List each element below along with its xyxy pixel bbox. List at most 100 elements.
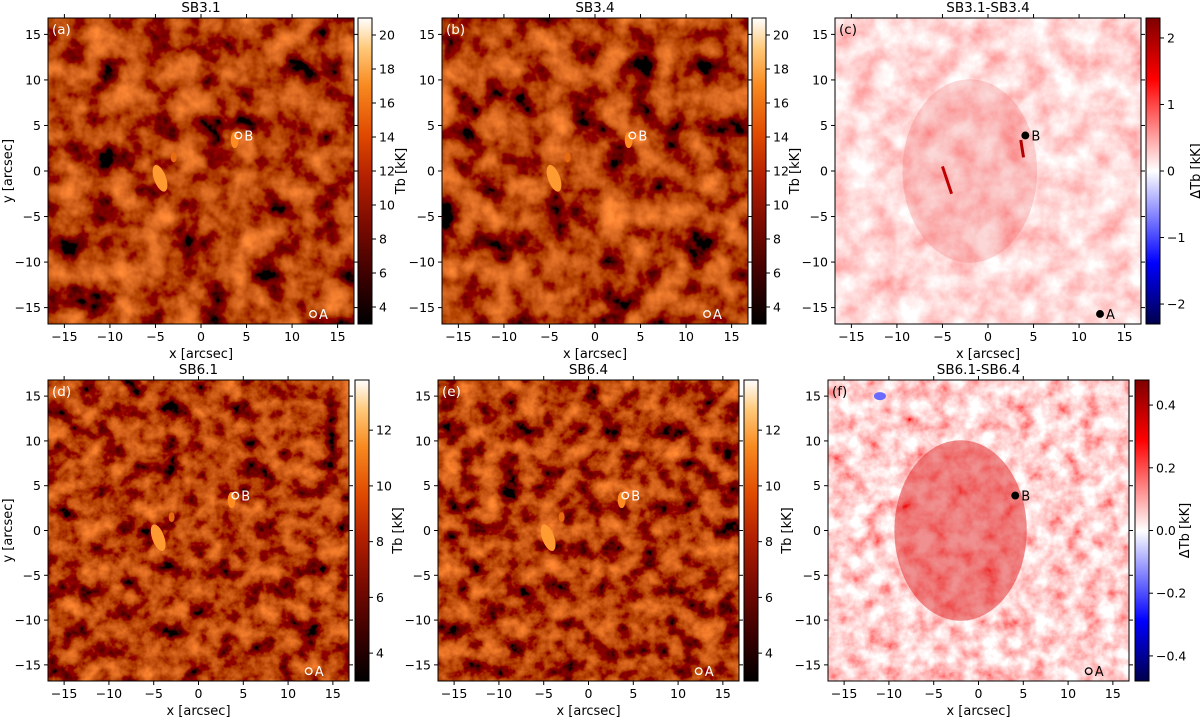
colorbar-tick-label: 2: [1167, 30, 1175, 45]
x-tick-label: 10: [284, 329, 300, 344]
marker-A: [703, 310, 711, 318]
colorbar-tick-label: 4: [379, 300, 387, 315]
y-tick-label: 10: [415, 433, 431, 448]
y-tick-label: 0: [33, 164, 41, 179]
heatmap-feature: [1019, 139, 1026, 158]
colorbar: [1134, 379, 1150, 682]
chart-title: SB3.4: [575, 0, 614, 16]
marker-B: [621, 491, 630, 500]
x-tick-label: 0: [585, 686, 593, 701]
heatmap-feature: [230, 132, 239, 149]
chart-panel-5: −15 −15 −10 −10 −5 −5 0 0 5 5 10 10 15 15 SB6.4 x [arcs…: [405, 362, 795, 719]
y-tick-label: −15: [802, 300, 828, 315]
x-tick-label: −10: [884, 329, 910, 344]
colorbar: [357, 17, 373, 325]
x-tick-label: 15: [1105, 686, 1121, 701]
x-tick-label: −15: [51, 686, 77, 701]
marker-label-A: A: [319, 308, 328, 323]
marker-label-B: B: [638, 129, 647, 144]
colorbar-label: ΔTb [kK]: [1189, 143, 1200, 198]
colorbar-tick-label: 1: [1167, 97, 1175, 112]
y-tick-label: 5: [33, 478, 41, 493]
heatmap-feature: [546, 164, 562, 192]
x-tick-label: 0: [195, 686, 203, 701]
colorbar-tick-label: 8: [765, 534, 773, 549]
colorbar-tick-label: 14: [773, 130, 789, 145]
y-tick-label: 15: [415, 389, 431, 404]
marker-label-A: A: [315, 665, 324, 680]
chart-panel-3: −15−15−10−10−5−5005510101515SB3.1-SB3.4x…: [802, 0, 1200, 362]
colorbar-tick-label: 0.4: [1156, 398, 1176, 413]
panel-label: (f): [832, 384, 847, 400]
x-tick-label: −10: [96, 686, 122, 701]
heatmap-feature: [941, 165, 953, 195]
y-tick-label: 5: [427, 118, 435, 133]
x-axis-label: x [arcsec]: [169, 347, 233, 362]
colorbar-tick-label: 0.2: [1156, 460, 1176, 475]
heatmap-feature: [540, 524, 556, 551]
x-tick-label: 15: [325, 686, 341, 701]
heatmap-region: [894, 440, 1027, 621]
colorbar-tick-label: 16: [773, 96, 789, 111]
panel-label: (e): [442, 384, 461, 400]
y-tick-label: 0: [813, 523, 821, 538]
y-tick-label: −5: [413, 568, 431, 583]
marker-label-B: B: [1031, 129, 1040, 144]
marker-label-A: A: [713, 308, 722, 323]
x-tick-label: −10: [97, 329, 123, 344]
marker-B: [1011, 491, 1020, 500]
colorbar: [743, 379, 759, 682]
y-tick-label: 15: [25, 389, 41, 404]
x-axis-label: x [arcsec]: [946, 704, 1010, 719]
x-tick-label: −5: [146, 329, 164, 344]
y-tick-label: −10: [409, 255, 435, 270]
marker-label-A: A: [705, 665, 714, 680]
x-tick-label: 5: [1019, 686, 1027, 701]
x-tick-label: −15: [445, 329, 471, 344]
marker-A: [1096, 310, 1104, 318]
y-tick-label: −10: [802, 255, 828, 270]
y-tick-label: 10: [25, 72, 41, 87]
colorbar-tick-label: 8: [773, 232, 781, 247]
colorbar-label: Tb [kK]: [780, 507, 795, 555]
colorbar: [354, 379, 370, 682]
heatmap-feature: [227, 492, 236, 509]
marker-A: [694, 667, 703, 676]
chart-title: SB3.1-SB3.4: [946, 0, 1029, 16]
colorbar-label: Tb [kK]: [394, 148, 409, 196]
x-tick-label: −15: [51, 329, 77, 344]
colorbar-tick-label: 6: [773, 266, 781, 281]
heatmap-feature: [564, 152, 571, 163]
colorbar-tick-label: 0: [1167, 164, 1175, 179]
colorbar-tick-label: 4: [773, 300, 781, 315]
chart-panel-2: −15 −15 −10 −10 −5 −5 0 0 5 5 10 10 15 15 SB3.4 x [arcs…: [409, 0, 803, 362]
x-tick-label: 5: [239, 686, 247, 701]
chart-panel-6: −15 −15 −10 −10 −5 −5 0 0 5 5 10 10 15 15 SB6.1-SB6.4 x…: [795, 362, 1193, 719]
y-tick-label: −5: [810, 209, 828, 224]
x-tick-label: 10: [670, 686, 686, 701]
panel-label: (c): [839, 22, 857, 38]
chart-title: SB6.1: [179, 362, 218, 378]
x-tick-label: 5: [243, 329, 251, 344]
y-tick-label: −5: [803, 568, 821, 583]
x-tick-label: 0: [197, 329, 205, 344]
heatmap-image: [48, 380, 349, 681]
heatmap-image: [442, 18, 748, 324]
colorbar-tick-label: 20: [773, 28, 789, 43]
marker-label-B: B: [241, 490, 250, 505]
y-tick-label: 5: [820, 118, 828, 133]
colorbar-tick-label: −2: [1167, 297, 1185, 312]
y-tick-label: 5: [423, 478, 431, 493]
marker-label-B: B: [631, 490, 640, 505]
colorbar-tick-label: 18: [773, 62, 789, 77]
x-tick-label: 5: [629, 686, 637, 701]
x-tick-label: 0: [984, 329, 992, 344]
y-tick-label: 10: [805, 433, 821, 448]
y-tick-label: −5: [417, 209, 435, 224]
x-tick-label: 0: [591, 329, 599, 344]
x-tick-label: 10: [1060, 686, 1076, 701]
x-tick-label: 0: [975, 686, 983, 701]
chart-title: SB6.1-SB6.4: [937, 362, 1020, 378]
colorbar-tick-label: 12: [379, 164, 395, 179]
colorbar-tick-label: 20: [379, 28, 395, 43]
